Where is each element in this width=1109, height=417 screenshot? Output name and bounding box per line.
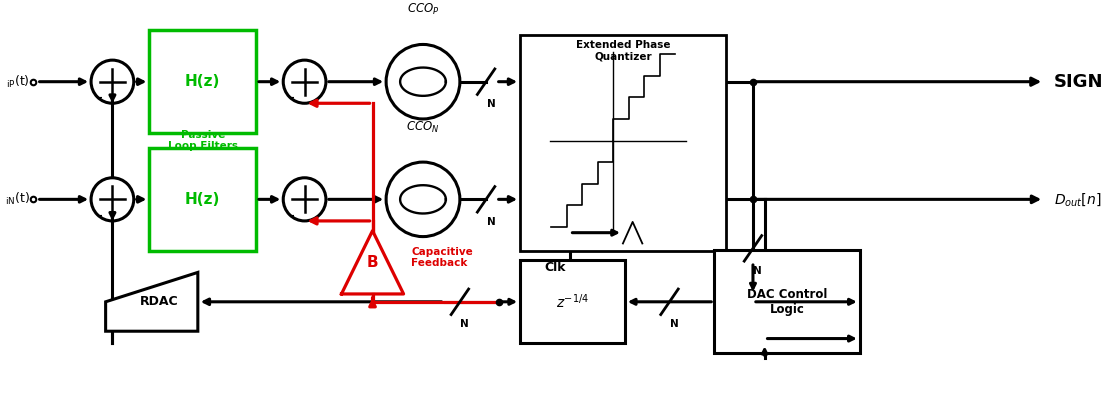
Bar bbox=[150, 30, 256, 133]
Circle shape bbox=[91, 178, 134, 221]
Text: $D_{out}[n]$: $D_{out}[n]$ bbox=[1054, 191, 1101, 208]
Text: N: N bbox=[670, 319, 679, 329]
Text: N: N bbox=[753, 266, 762, 276]
Text: -: - bbox=[98, 211, 102, 221]
Text: $\mathrm{_{iP}(t)}$: $\mathrm{_{iP}(t)}$ bbox=[7, 74, 30, 90]
Text: H(z): H(z) bbox=[185, 192, 221, 207]
Text: N: N bbox=[487, 217, 496, 227]
Bar bbox=[150, 148, 256, 251]
Text: $CCO_N$: $CCO_N$ bbox=[406, 120, 440, 135]
Circle shape bbox=[386, 45, 460, 119]
Circle shape bbox=[386, 162, 460, 236]
Text: Capacitive
Feedback: Capacitive Feedback bbox=[411, 246, 474, 268]
Text: $CCO_P$: $CCO_P$ bbox=[407, 2, 439, 17]
Text: DAC Control
Logic: DAC Control Logic bbox=[746, 288, 827, 316]
Bar bbox=[520, 35, 725, 251]
Circle shape bbox=[283, 178, 326, 221]
Text: Clk: Clk bbox=[545, 261, 566, 274]
Bar bbox=[714, 250, 859, 353]
Text: SIGN: SIGN bbox=[1054, 73, 1103, 91]
Polygon shape bbox=[105, 272, 197, 331]
Text: N: N bbox=[460, 319, 469, 329]
Circle shape bbox=[283, 60, 326, 103]
Text: N: N bbox=[487, 99, 496, 109]
Text: Extended Phase
Quantizer: Extended Phase Quantizer bbox=[576, 40, 670, 61]
Text: $\mathrm{_{iN}(t)}$: $\mathrm{_{iN}(t)}$ bbox=[4, 191, 30, 207]
Text: -: - bbox=[289, 93, 294, 103]
Bar bbox=[520, 260, 624, 344]
Text: Passive
Loop Filters: Passive Loop Filters bbox=[167, 130, 237, 151]
Circle shape bbox=[91, 60, 134, 103]
Text: RDAC: RDAC bbox=[140, 295, 179, 308]
Text: -: - bbox=[289, 211, 294, 221]
Text: $z^{-1/4}$: $z^{-1/4}$ bbox=[556, 292, 589, 311]
Text: -: - bbox=[98, 93, 102, 103]
Text: H(z): H(z) bbox=[185, 74, 221, 89]
Text: B: B bbox=[367, 255, 378, 270]
